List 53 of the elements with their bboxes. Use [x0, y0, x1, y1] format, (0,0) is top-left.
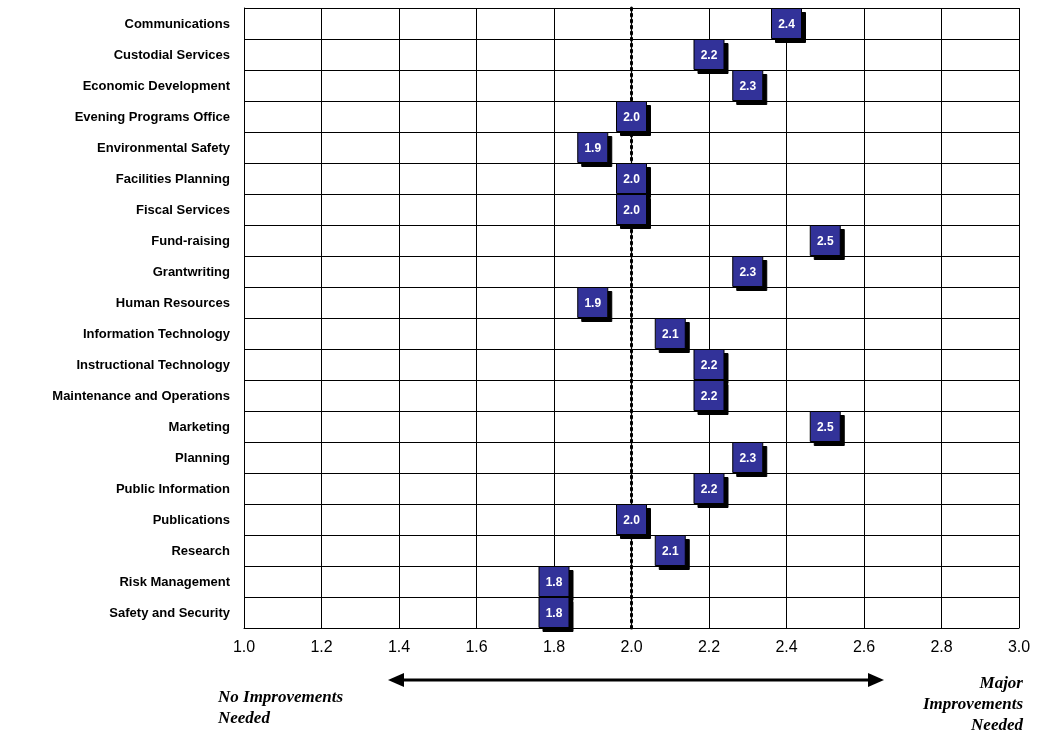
data-label: 2.2 — [700, 47, 718, 62]
data-label: 2.0 — [623, 512, 641, 527]
data-label: 1.8 — [545, 574, 563, 589]
y-tick-label: Public Information — [115, 481, 231, 496]
y-tick-label: Publications — [152, 512, 230, 527]
data-label: 2.1 — [661, 326, 679, 341]
data-label: 2.3 — [739, 78, 757, 93]
y-tick-label: Marketing — [168, 419, 231, 434]
y-tick-label: Safety and Security — [109, 605, 231, 620]
data-label: 1.9 — [584, 140, 602, 155]
data-label: 2.1 — [661, 543, 679, 558]
x-tick-label: 1.8 — [542, 637, 566, 655]
data-label: 2.2 — [700, 481, 718, 496]
y-tick-label: Grantwriting — [152, 264, 231, 279]
y-tick-label: Evening Programs Office — [74, 109, 230, 124]
y-tick-label: Communications — [124, 16, 230, 31]
data-label: 2.3 — [739, 450, 757, 465]
y-tick-label: Custodial Services — [113, 47, 230, 62]
data-label: 2.0 — [623, 109, 641, 124]
data-label: 2.2 — [700, 357, 718, 372]
data-label: 1.9 — [584, 295, 602, 310]
x-tick-label: 3.0 — [1007, 637, 1031, 655]
data-label: 2.3 — [739, 264, 757, 279]
x-tick-label: 1.4 — [387, 637, 411, 655]
x-tick-label: 2.6 — [852, 637, 876, 655]
y-tick-label: Fiscal Services — [136, 202, 230, 217]
data-label: 2.4 — [778, 16, 796, 31]
data-label: 2.0 — [623, 171, 641, 186]
x-tick-label: 2.2 — [697, 637, 721, 655]
y-tick-label: Information Technology — [82, 326, 231, 341]
data-label: 2.5 — [816, 233, 834, 248]
y-tick-label: Fund-raising — [151, 233, 231, 248]
data-label: 1.8 — [545, 605, 563, 620]
y-tick-label: Environmental Safety — [97, 140, 231, 155]
x-tick-label: 1.0 — [232, 637, 256, 655]
data-label: 2.0 — [623, 202, 641, 217]
y-tick-label: Planning — [175, 450, 231, 465]
y-tick-label: Research — [171, 543, 231, 558]
text: No Improvements Needed — [218, 686, 345, 728]
y-tick-label: Risk Management — [119, 574, 231, 589]
y-tick-label: Instructional Technology — [76, 357, 231, 372]
x-tick-label: 1.2 — [310, 637, 333, 655]
y-tick-label: Maintenance and Operations — [52, 388, 230, 403]
y-tick-label: Facilities Planning — [115, 171, 231, 186]
x-tick-label: 2.0 — [620, 637, 643, 655]
x-tick-label: 1.6 — [465, 637, 488, 655]
x-tick-label: 2.8 — [930, 637, 953, 655]
x-tick-label: 2.4 — [775, 637, 798, 655]
y-tick-label: Economic Development — [82, 78, 231, 93]
text: Major Improvements Needed — [921, 672, 1023, 735]
data-label: 2.5 — [816, 419, 834, 434]
data-label: 2.2 — [700, 388, 718, 403]
y-tick-label: Human Resources — [115, 295, 230, 310]
